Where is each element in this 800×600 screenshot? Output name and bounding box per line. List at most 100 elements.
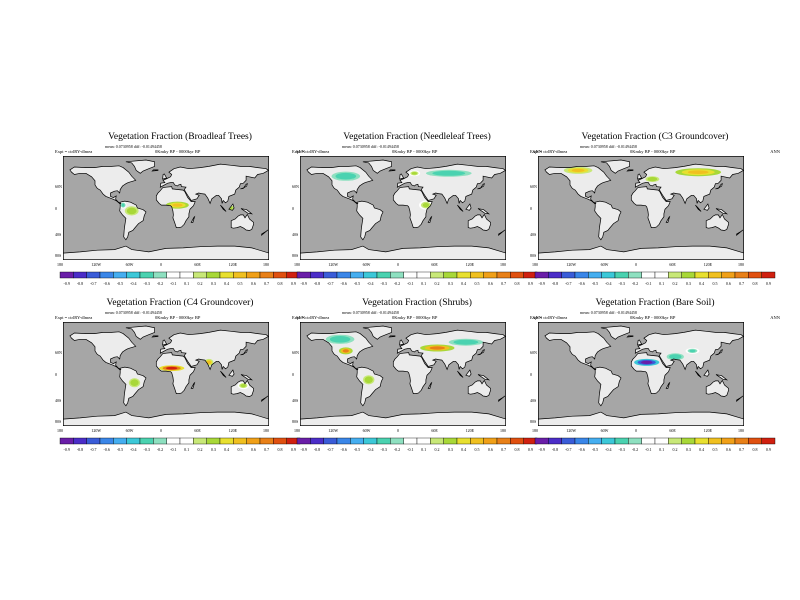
- expt-label: Expt = ctrlRY-dlmea: [530, 149, 568, 154]
- colorbar-swatch: [510, 271, 524, 279]
- coastline: [715, 183, 723, 190]
- colorbar-swatch: [668, 437, 682, 445]
- colorbar-label: -0.2: [394, 281, 400, 286]
- lat-tick-label: 80S: [55, 419, 62, 424]
- colorbar-label: -0.9: [63, 281, 69, 286]
- mean-label: mean: 0.0730958 diff: -0.01494458: [342, 144, 399, 149]
- colorbar-label: 0.7: [739, 281, 744, 286]
- coastline: [477, 183, 485, 190]
- lon-tick-label: 180: [294, 428, 300, 433]
- map-border: [538, 322, 744, 426]
- panel-title: Vegetation Fraction (Needleleaf Trees): [343, 132, 491, 142]
- land-mass: [160, 330, 269, 370]
- colorbar-label: 0.4: [699, 447, 704, 452]
- anomaly-contour: [641, 360, 653, 364]
- land-mass: [356, 201, 383, 240]
- lon-tick-label: 120W: [566, 262, 577, 267]
- colorbar-swatch: [193, 271, 207, 279]
- colorbar-label: 0.3: [448, 447, 453, 452]
- map-border: [300, 156, 506, 260]
- lon-tick-label: 180: [263, 428, 269, 433]
- colorbar-label: 0.2: [435, 281, 440, 286]
- land-mass: [125, 160, 155, 174]
- colorbar-label: -0.1: [407, 281, 413, 286]
- coastline: [119, 200, 147, 241]
- colorbar-swatch: [654, 437, 669, 445]
- land-mass: [703, 370, 710, 377]
- colorbar-label: 0.2: [198, 281, 203, 286]
- anomaly-contour: [342, 349, 349, 353]
- colorbar-label: -0.4: [367, 281, 373, 286]
- colorbar-label: 0.4: [461, 281, 466, 286]
- colorbar-label: 0.9: [766, 447, 771, 452]
- colorbar-swatch: [403, 437, 418, 445]
- lon-tick-label: 120E: [465, 262, 475, 267]
- mean-label: mean: 0.0730958 diff: -0.01494458: [342, 310, 399, 315]
- lon-tick-label: 0: [635, 428, 637, 433]
- lat-tick-label: 0: [55, 206, 57, 211]
- colorbar: -0.9 -0.8 -0.7 -0.6 -0.5 -0.4 -0.3 -0.2 -0.1 0.1 0…: [59, 437, 301, 454]
- colorbar-label: -0.2: [632, 447, 638, 452]
- land-mass: [231, 214, 254, 231]
- colorbar-label: 0.8: [278, 281, 283, 286]
- colorbar-scale: -0.9 -0.8 -0.7 -0.6 -0.5 -0.4 -0.3 -0.2 -0.1 0.1 0…: [534, 271, 776, 286]
- colorbar-swatch: [601, 271, 616, 279]
- expt-label: Expt = ctrlRY-dlmea: [292, 315, 330, 320]
- colorbar-label: 0.5: [475, 281, 480, 286]
- colorbar-swatch: [721, 437, 736, 445]
- coastline: [465, 369, 472, 377]
- land-mass: [63, 412, 269, 426]
- lat-tick-label: 80S: [530, 253, 537, 258]
- panel-title: Vegetation Fraction (Bare Soil): [595, 298, 715, 308]
- coastline: [155, 186, 196, 228]
- panel-title: Vegetation Fraction (C3 Groundcover): [581, 132, 729, 142]
- colorbar-swatch: [761, 437, 776, 445]
- map-frame: [63, 322, 269, 426]
- colorbar-label: 0.4: [224, 281, 229, 286]
- coastline: [715, 374, 729, 381]
- anomaly-contour: [131, 380, 138, 385]
- colorbar-label: 0.9: [291, 281, 296, 286]
- land-mass: [362, 326, 392, 340]
- colorbar-label: -0.6: [340, 281, 346, 286]
- lon-tick-label: 180: [57, 428, 63, 433]
- colorbar-label: -0.9: [538, 281, 544, 286]
- land-mass: [478, 374, 489, 380]
- map-frame: [538, 156, 744, 260]
- colorbar-swatch: [588, 437, 602, 445]
- colorbar-label: -0.7: [90, 447, 96, 452]
- colorbar-swatch: [259, 271, 274, 279]
- colorbar-label: -0.5: [592, 281, 598, 286]
- panel-title: Vegetation Fraction (Broadleaf Trees): [108, 132, 252, 142]
- colorbar-swatch: [376, 271, 391, 279]
- anomaly-contour: [429, 346, 445, 350]
- coastline: [399, 173, 405, 180]
- expt-label: Expt = ctrlRY-dlmea: [530, 315, 568, 320]
- land-mass: [716, 374, 727, 380]
- colorbar-label: -0.7: [327, 281, 333, 286]
- land-mass: [63, 246, 269, 260]
- anomaly-contour: [649, 177, 656, 181]
- coastline: [162, 173, 168, 180]
- mean-label: mean: 0.0730958 diff: -0.01494458: [105, 144, 162, 149]
- coastline: [356, 200, 384, 241]
- world-map: [300, 322, 506, 426]
- world-map: [538, 322, 744, 426]
- land-mass: [637, 339, 642, 346]
- lon-tick-label: 120E: [228, 262, 238, 267]
- colorbar-swatch: [113, 271, 127, 279]
- coastline: [705, 213, 729, 231]
- coastline: [300, 411, 506, 426]
- colorbar-swatch: [73, 271, 87, 279]
- anomaly-contour: [689, 349, 696, 353]
- land-mass: [465, 204, 472, 211]
- land-mass: [468, 214, 491, 231]
- land-mass: [637, 173, 642, 180]
- coastline: [396, 163, 506, 205]
- colorbar-swatch: [574, 271, 589, 279]
- coastline: [703, 369, 710, 377]
- coastline: [159, 163, 269, 205]
- colorbar-swatch: [73, 437, 87, 445]
- colorbar-scale: -0.9 -0.8 -0.7 -0.6 -0.5 -0.4 -0.3 -0.2 -0.1 0.1 0…: [534, 437, 776, 452]
- coastline: [457, 370, 464, 378]
